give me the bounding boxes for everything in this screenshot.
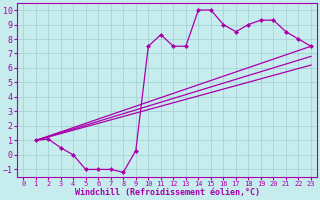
X-axis label: Windchill (Refroidissement éolien,°C): Windchill (Refroidissement éolien,°C) [75, 188, 260, 197]
